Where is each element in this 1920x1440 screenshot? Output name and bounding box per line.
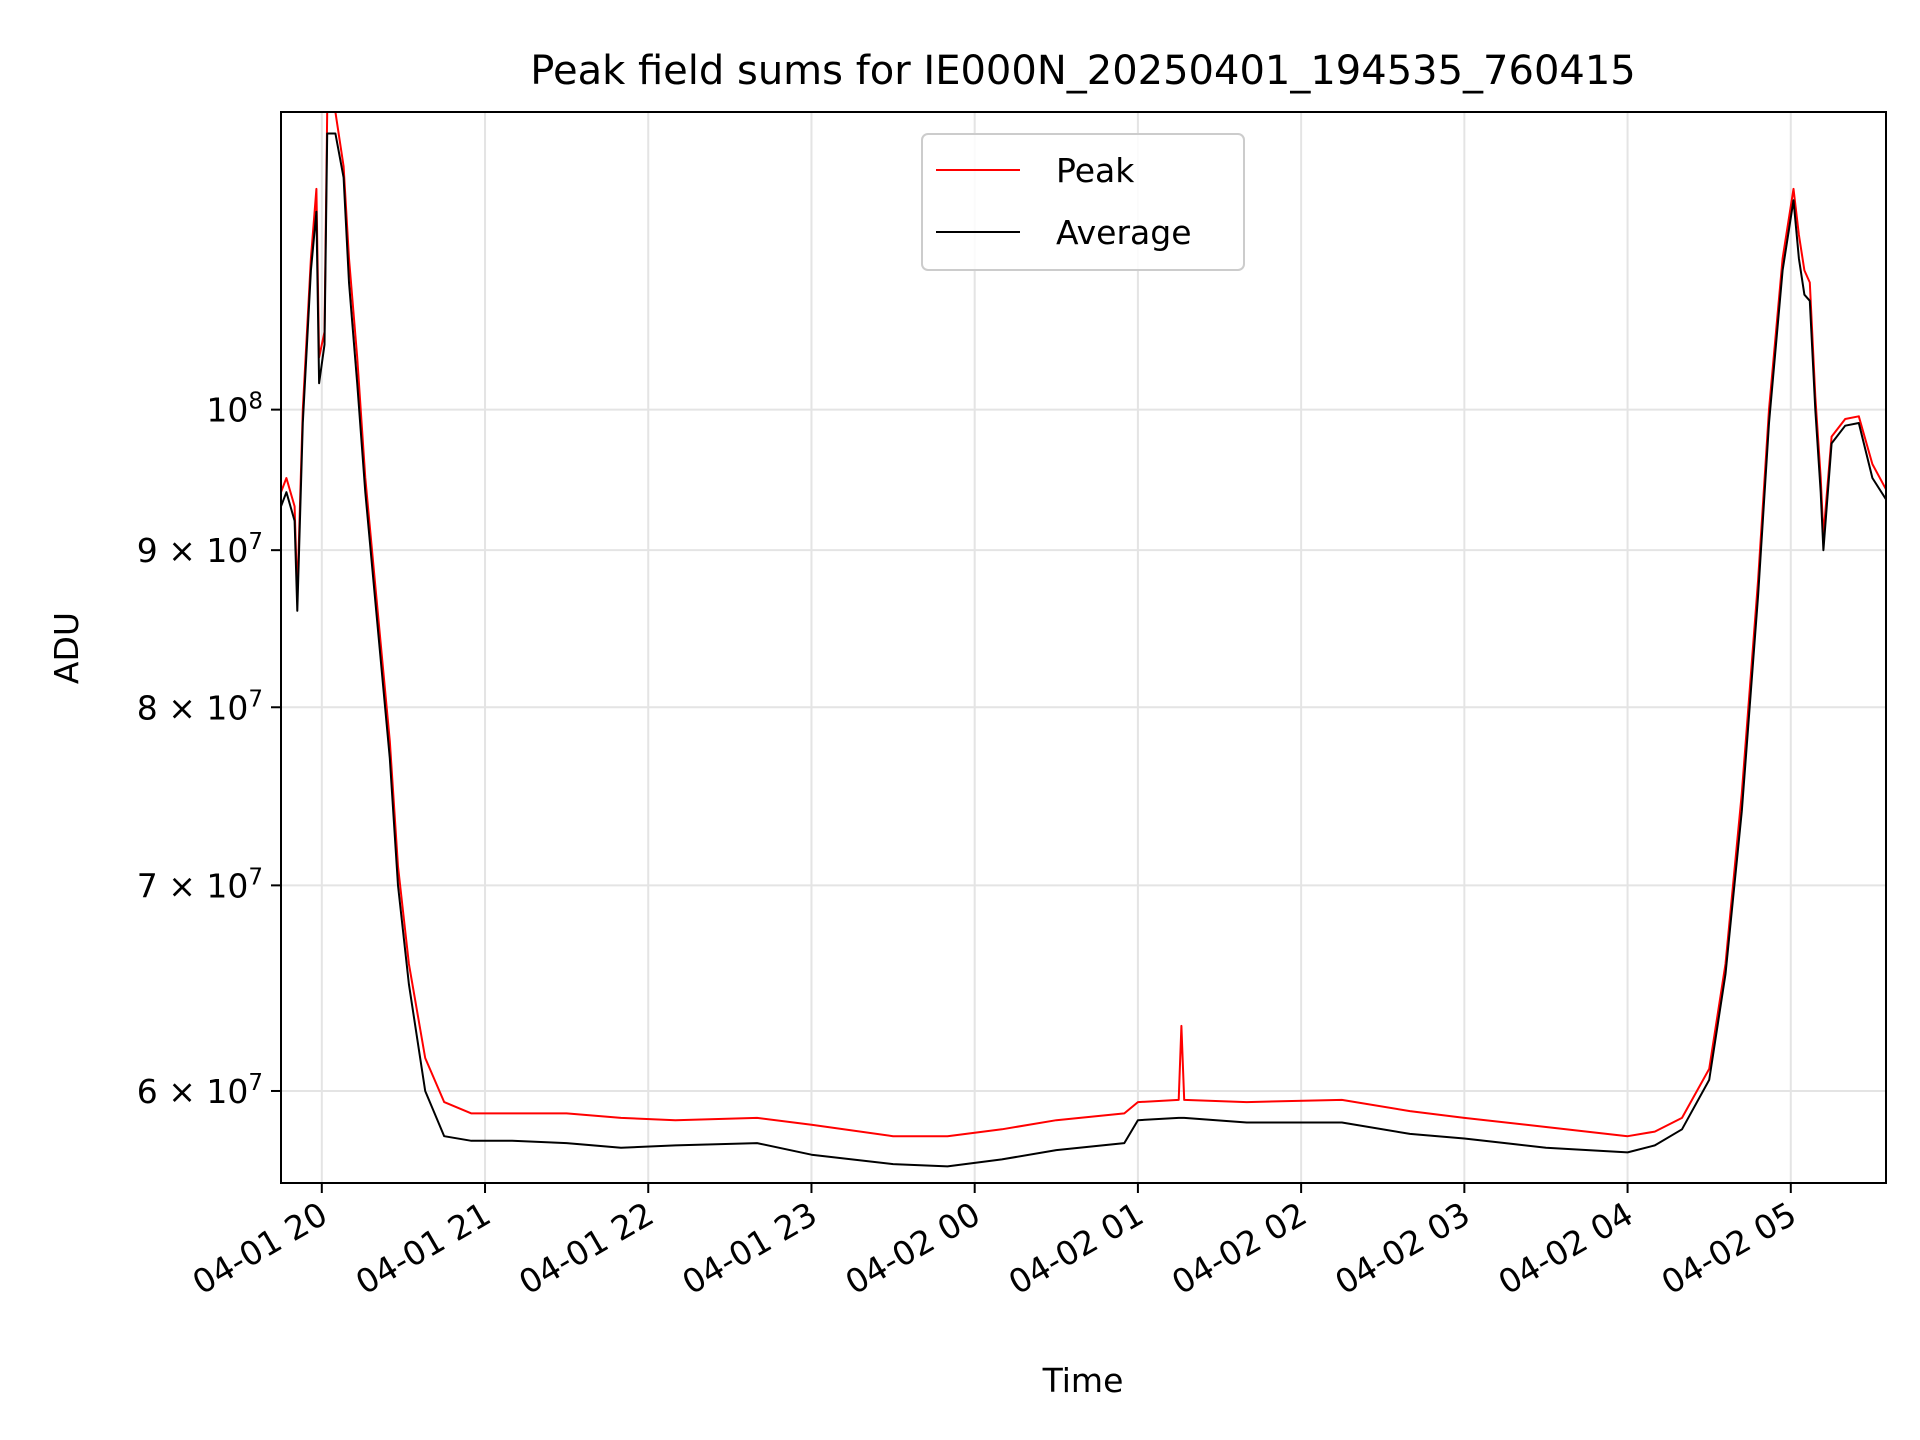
legend-label-average: Average [1056,213,1192,252]
legend-box [921,133,1245,271]
series-line-average [281,132,1886,1168]
legend-label-peak: Peak [1056,151,1135,190]
plot-area [281,112,1886,1168]
y-tick-label: 108 [206,389,263,430]
plot-frame [280,111,1887,1184]
y-tick-label: 6 × 107 [137,1070,263,1111]
chart-title: Peak field sums for IE000N_20250401_1945… [530,48,1635,94]
y-tick-label: 9 × 107 [137,529,263,570]
y-tick-label: 7 × 107 [137,864,263,905]
legend: Peak Average [921,133,1245,271]
grid [281,112,1886,1183]
y-tick-label: 8 × 107 [137,686,263,727]
y-axis: 6 × 107 7 × 107 8 × 107 9 × 107 108 [137,389,281,1111]
series-line-peak [281,112,1886,1138]
y-axis-label: ADU [47,612,86,684]
x-axis-label: Time [1042,1361,1124,1400]
